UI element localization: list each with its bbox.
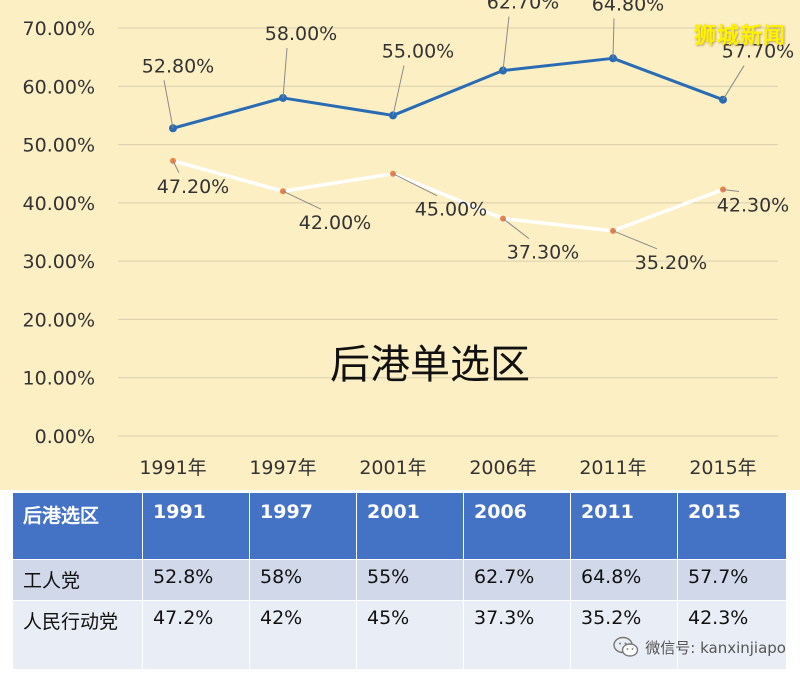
y-tick-label: 0.00% xyxy=(35,426,95,448)
label-leader-line xyxy=(502,218,530,239)
table-row: 工人党 52.8% 58% 55% 62.7% 64.8% 57.7% xyxy=(12,559,787,601)
x-tick-label: 1997年 xyxy=(249,457,316,479)
wechat-icon xyxy=(613,636,639,657)
x-tick-label: 2001年 xyxy=(359,457,426,479)
data-table: 后港选区 1991 1997 2001 2006 2011 2015 工人党 5… xyxy=(12,492,787,670)
table-header-cell: 1991 xyxy=(142,492,250,560)
line-chart: 0.00% 10.00% 20.00% 30.00% 40.00% 50.00% 60.00… xyxy=(23,0,795,479)
y-tick-label: 60.00% xyxy=(23,76,95,98)
table-header-cell: 2015 xyxy=(677,492,787,560)
table-header-cell: 2001 xyxy=(356,492,464,560)
y-tick-label: 50.00% xyxy=(23,135,95,157)
series-line xyxy=(172,159,724,233)
brand-logo-text: 狮城新闻 xyxy=(693,24,786,49)
data-label: 57.70% xyxy=(722,41,794,63)
data-label: 45.00% xyxy=(415,199,487,221)
x-tick-label: 2015年 xyxy=(689,457,756,479)
label-leader-line xyxy=(282,190,322,210)
table-header-row: 后港选区 1991 1997 2001 2006 2011 2015 xyxy=(12,492,787,560)
label-leader-line xyxy=(172,160,180,174)
table-cell: 45% xyxy=(356,600,464,670)
data-label: 64.80% xyxy=(592,0,664,15)
x-tick-label: 1991年 xyxy=(139,457,206,479)
data-label: 47.20% xyxy=(157,176,229,198)
wechat-id-text: 微信号: kanxinjiapo xyxy=(645,638,786,657)
table-cell: 42% xyxy=(249,600,357,670)
label-leader-line xyxy=(392,65,405,116)
y-tick-label: 20.00% xyxy=(23,309,95,331)
chart-area: 0.00% 10.00% 20.00% 30.00% 40.00% 50.00% 60.00… xyxy=(0,0,800,490)
table-cell: 37.3% xyxy=(463,600,571,670)
label-leader-line xyxy=(612,230,658,250)
table-cell: 55% xyxy=(356,559,464,601)
table-cell: 42.3% xyxy=(677,600,787,670)
table-header-cell: 2006 xyxy=(463,492,571,560)
label-leader-line xyxy=(163,80,174,129)
chart-title: 后港单选区 xyxy=(330,342,530,388)
label-leader-line xyxy=(502,16,510,71)
data-label: 37.30% xyxy=(507,242,579,264)
y-tick-label: 30.00% xyxy=(23,251,95,273)
data-label: 42.00% xyxy=(299,212,371,234)
x-tick-label: 2006年 xyxy=(469,457,536,479)
table-cell: 52.8% xyxy=(142,559,250,601)
table-row: 人民行动党 47.2% 42% 45% 37.3% 35.2% 42.3% xyxy=(12,600,787,670)
table-header-cell: 1997 xyxy=(249,492,357,560)
data-label: 62.70% xyxy=(487,0,559,14)
wechat-watermark: 微信号: kanxinjiapo xyxy=(613,636,786,658)
table-cell: 58% xyxy=(249,559,357,601)
table-header-cell: 后港选区 xyxy=(12,492,143,560)
y-tick-label: 10.00% xyxy=(23,368,95,390)
y-tick-label: 70.00% xyxy=(23,18,95,40)
table-header-cell: 2011 xyxy=(570,492,678,560)
x-tick-label: 2011年 xyxy=(579,457,646,479)
data-label: 42.30% xyxy=(717,194,789,216)
label-leader-line xyxy=(282,47,288,98)
label-leader-line xyxy=(722,65,745,100)
table-cell: 47.2% xyxy=(142,600,250,670)
table-cell: 62.7% xyxy=(463,559,571,601)
label-leader-line xyxy=(722,188,740,192)
y-tick-label: 40.00% xyxy=(23,193,95,215)
data-label: 35.20% xyxy=(635,252,707,274)
data-label: 55.00% xyxy=(382,40,454,62)
series-line xyxy=(172,56,724,130)
label-leader-line xyxy=(612,18,615,59)
table-cell: 64.8% xyxy=(570,559,678,601)
label-leader-line xyxy=(392,173,438,197)
table-cell: 57.7% xyxy=(677,559,787,601)
table-cell: 人民行动党 xyxy=(12,600,143,670)
data-label: 58.00% xyxy=(265,23,337,45)
data-label: 52.80% xyxy=(142,55,214,77)
table-cell: 35.2% xyxy=(570,600,678,670)
table-cell: 工人党 xyxy=(12,559,143,601)
